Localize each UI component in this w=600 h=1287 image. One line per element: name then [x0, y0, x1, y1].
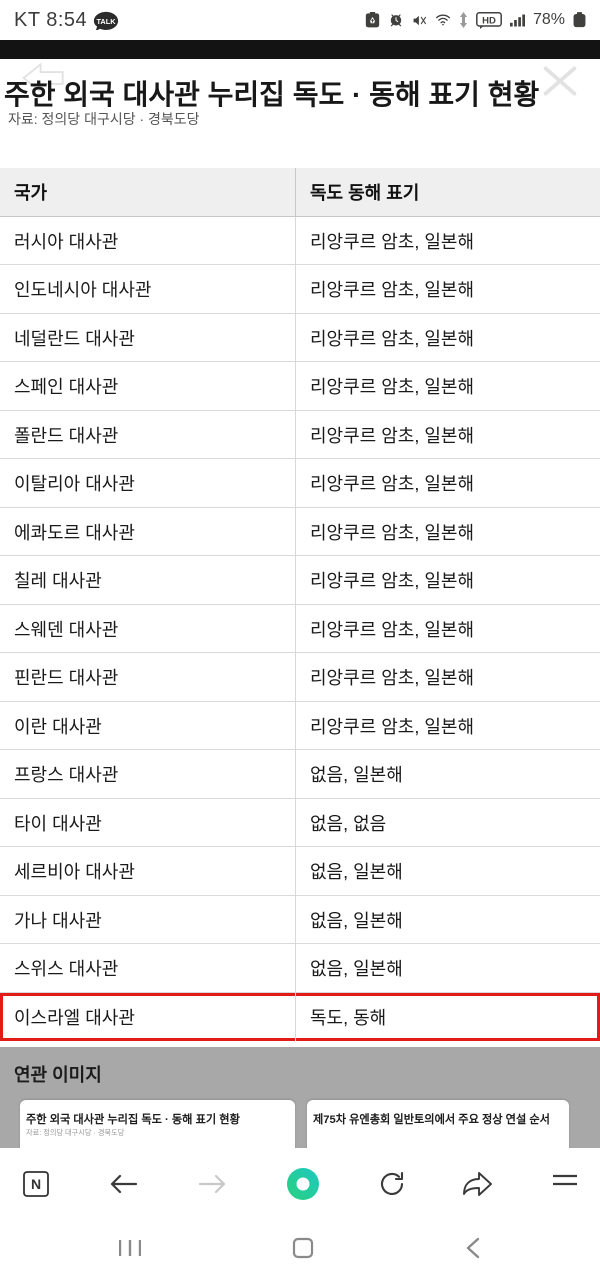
svg-text:HD: HD [482, 15, 496, 26]
svg-text:TALK: TALK [97, 16, 117, 25]
svg-text:N: N [31, 1176, 41, 1192]
